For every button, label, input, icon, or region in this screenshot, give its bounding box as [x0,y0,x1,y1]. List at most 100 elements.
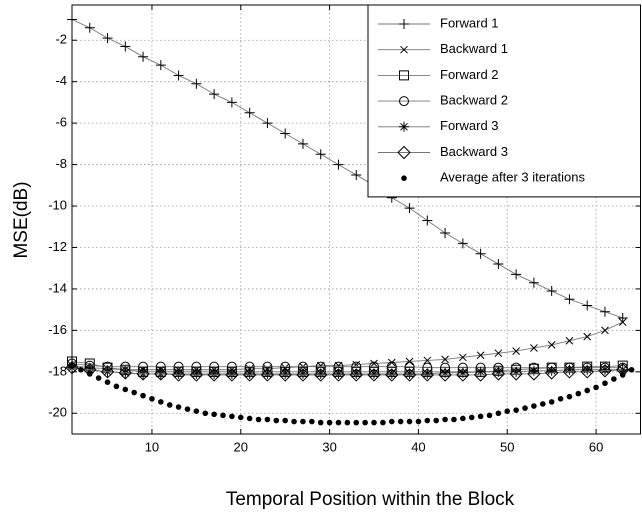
legend-label: Backward 1 [440,41,508,56]
marker [155,60,166,71]
marker [335,419,342,426]
marker [422,368,433,379]
marker [602,380,608,387]
marker [584,387,591,394]
marker [548,399,555,405]
marker [415,418,422,425]
marker [315,149,326,160]
marker [583,332,592,341]
marker [468,414,475,421]
y-tick-label: -2 [55,32,67,47]
marker [451,416,457,423]
marker [513,407,519,413]
marker [209,89,220,100]
marker [460,415,466,422]
marker [242,368,257,382]
marker [458,353,467,362]
marker [149,395,155,402]
marker [456,368,470,382]
marker [405,357,414,366]
marker [440,227,451,238]
marker [297,138,308,149]
y-tick-label: -10 [48,197,67,212]
x-axis-label: Temporal Position within the Block [226,489,515,510]
y-tick-label: -14 [48,280,67,295]
marker [184,406,191,412]
marker [371,419,377,426]
marker [511,366,522,377]
marker [593,384,599,391]
marker [440,367,451,378]
marker [326,419,333,426]
marker [244,107,255,118]
marker [457,238,468,249]
marker [388,418,395,425]
x-tick-label: 30 [322,439,336,454]
marker [619,372,626,378]
marker [331,368,346,382]
legend-marker [400,45,408,54]
marker [173,368,184,379]
marker [202,410,209,417]
marker [544,366,559,380]
marker [491,367,506,381]
marker [278,368,292,382]
legend-marker [399,121,409,132]
marker [316,361,325,370]
marker [333,368,344,379]
marker [420,368,435,382]
marker [95,375,102,381]
marker [273,417,280,424]
marker [564,364,575,375]
marker [158,399,164,405]
marker [406,418,413,425]
y-tick-label: -12 [48,239,67,254]
marker [404,203,415,214]
marker [367,368,381,382]
marker [138,51,149,62]
marker [297,368,308,379]
marker [226,97,237,108]
legend-marker [399,70,409,81]
marker [601,326,609,335]
y-tick-label: -6 [55,115,67,130]
marker [369,368,380,379]
marker [493,259,504,270]
marker [539,401,546,407]
legend-label: Backward 3 [440,144,508,159]
marker [547,341,556,349]
marker [154,367,168,381]
marker [173,70,184,81]
marker [422,215,433,226]
marker [370,359,378,368]
legend-label: Forward 2 [440,67,499,82]
marker [193,408,200,415]
marker [628,366,635,373]
legend-label: Average after 3 iterations [440,170,586,185]
marker [402,368,417,382]
marker [291,418,297,425]
marker [528,365,539,376]
marker [282,417,288,424]
x-tick-label: 20 [234,439,248,454]
legend-label: Forward 1 [440,15,499,30]
marker [486,412,493,419]
x-tick-label: 10 [145,439,159,454]
y-tick-label: -20 [48,405,67,420]
marker [531,403,537,409]
marker [441,355,449,364]
marker [494,349,503,358]
marker [599,306,610,317]
marker [618,318,627,326]
marker [599,364,610,375]
series-line [71,361,623,373]
marker [380,419,386,426]
marker [171,368,186,382]
marker [122,386,129,393]
y-tick-label: -8 [55,156,67,171]
marker [504,408,511,415]
marker [120,41,131,52]
marker [100,365,115,379]
marker [314,368,328,382]
